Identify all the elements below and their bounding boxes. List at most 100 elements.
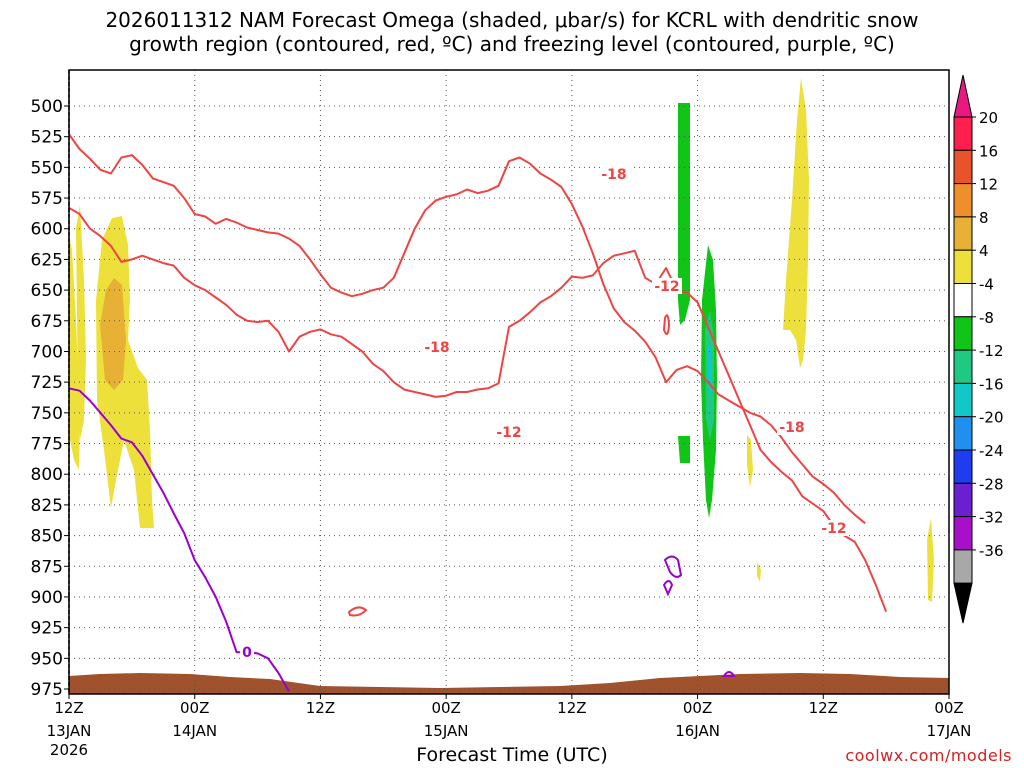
contour-loops [347, 314, 736, 677]
y-tick-label: 875 [31, 557, 63, 577]
chart-title-line-2: growth region (contoured, red, ºC) and f… [129, 32, 895, 56]
colorbar-label: 4 [979, 242, 989, 260]
contour-label-0: 0 [242, 645, 252, 661]
x-tick-label: 00Z [431, 699, 460, 717]
x-tick-label: 12Z [557, 699, 586, 717]
x-tick-label: 00Z [934, 699, 963, 717]
colorbar-label: -32 [979, 509, 1004, 527]
y-tick-label: 725 [31, 373, 63, 393]
contour-loop-red-2 [662, 314, 671, 335]
contour-loop-red-1 [347, 606, 368, 617]
x-tick-label: 13JAN [47, 722, 92, 740]
contour-label-18-b: -18 [424, 340, 449, 356]
colorbar-swatch [953, 216, 973, 251]
colorbar-label: -12 [979, 342, 1004, 360]
contour-loop-purple-1 [663, 555, 683, 578]
contour-labels: -18 -18 -18 -12 -12 -12 0 [240, 166, 849, 661]
colorbar-label: -36 [979, 542, 1004, 560]
colorbar-label: -8 [979, 309, 994, 327]
omega-shade-green-2 [678, 436, 690, 463]
y-tick-label: 925 [31, 619, 63, 639]
colorbar-label: 12 [979, 176, 998, 194]
colorbar-label: 20 [979, 109, 998, 127]
y-tick-label: 850 [31, 527, 63, 547]
omega-shading [69, 78, 949, 694]
y-tick-label: 600 [31, 220, 63, 240]
omega-shade-orange-1 [100, 278, 126, 390]
x-tick-label: 12Z [809, 699, 838, 717]
colorbar-swatch [953, 283, 973, 318]
colorbar-label: -20 [979, 409, 1004, 427]
colorbar: 20 16 12 8 4 -4 -8 -12 -16 -20 -24 -28 -32 -36 [953, 74, 1004, 624]
x-tick-label: 00Z [683, 699, 712, 717]
colorbar-swatch [953, 149, 973, 185]
colorbar-label: -4 [979, 276, 994, 294]
omega-shade-yellow-2 [76, 205, 86, 440]
colorbar-label: -16 [979, 375, 1004, 393]
x-tick-label: 12Z [306, 699, 335, 717]
y-tick-label: 550 [31, 158, 63, 178]
colorbar-swatch [953, 482, 973, 518]
y-tick-label: 700 [31, 342, 63, 362]
x-tick-label: 17JAN [927, 722, 972, 740]
contour-label-18-c: -18 [779, 420, 804, 436]
y-tick-label: 800 [31, 465, 63, 485]
colorbar-label: 16 [979, 142, 998, 160]
x-tick-label: 16JAN [675, 722, 720, 740]
colorbar-label: 8 [979, 209, 989, 227]
contour-label-12-a: -12 [654, 279, 679, 295]
x-tick-label: 12Z [54, 699, 83, 717]
y-tick-label: 825 [31, 496, 63, 516]
omega-shade-yellow-6 [757, 562, 761, 582]
grid-lines [69, 70, 949, 694]
y-tick-label: 500 [31, 97, 63, 117]
contour-label-18-a: -18 [601, 167, 626, 183]
omega-shade-yellow-4 [783, 78, 809, 368]
y-tick-label: 975 [31, 680, 63, 700]
contour-label-12-c: -12 [821, 521, 846, 537]
omega-shade-green-1 [678, 103, 690, 325]
contour-label-12-b: -12 [496, 425, 521, 441]
y-tick-label: 525 [31, 128, 63, 148]
colorbar-swatch [953, 449, 973, 484]
colorbar-top-triangle [953, 74, 973, 118]
y-tick-label: 900 [31, 588, 63, 608]
contour-loop-purple-3 [722, 671, 736, 677]
chart-title-line-1: 2026011312 NAM Forecast Omega (shaded, μ… [105, 8, 919, 32]
contour-loop-purple-2 [662, 580, 674, 597]
colorbar-swatch [953, 183, 973, 218]
colorbar-swatch [953, 516, 973, 551]
x-tick-label: 14JAN [172, 722, 217, 740]
y-tick-label: 625 [31, 250, 63, 270]
colorbar-swatch [953, 549, 973, 584]
credit-link[interactable]: coolwx.com/models [845, 746, 1012, 765]
contour-lines [69, 133, 888, 692]
colorbar-bottom-triangle [953, 582, 973, 624]
colorbar-swatch [953, 116, 973, 151]
x-tick-label: 2026 [50, 741, 88, 759]
colorbar-label: -24 [979, 442, 1004, 460]
y-tick-label: 775 [31, 435, 63, 455]
contour-line-dgz-minus18 [69, 133, 866, 525]
contour-line-dgz-minus12 [69, 207, 888, 613]
colorbar-swatch [953, 349, 973, 384]
colorbar-swatch [953, 316, 973, 351]
y-tick-label: 950 [31, 649, 63, 669]
omega-shade-yellow-1 [69, 235, 80, 470]
omega-shade-yellow-5 [747, 435, 753, 487]
x-tick-label: 15JAN [424, 722, 469, 740]
y-tick-label: 650 [31, 281, 63, 301]
terrain-ground [69, 673, 949, 694]
x-tick-label: 00Z [180, 699, 209, 717]
x-axis-label: Forecast Time (UTC) [416, 744, 608, 766]
y-tick-label: 750 [31, 404, 63, 424]
y-tick-label: 675 [31, 312, 63, 332]
colorbar-swatch [953, 416, 973, 451]
colorbar-swatch [953, 249, 973, 284]
y-tick-label: 575 [31, 189, 63, 209]
colorbar-swatch [953, 382, 973, 418]
y-axis: 500 525 550 575 600 625 650 675 700 725 750 775 800 8… [31, 97, 69, 700]
colorbar-label: -28 [979, 475, 1004, 493]
